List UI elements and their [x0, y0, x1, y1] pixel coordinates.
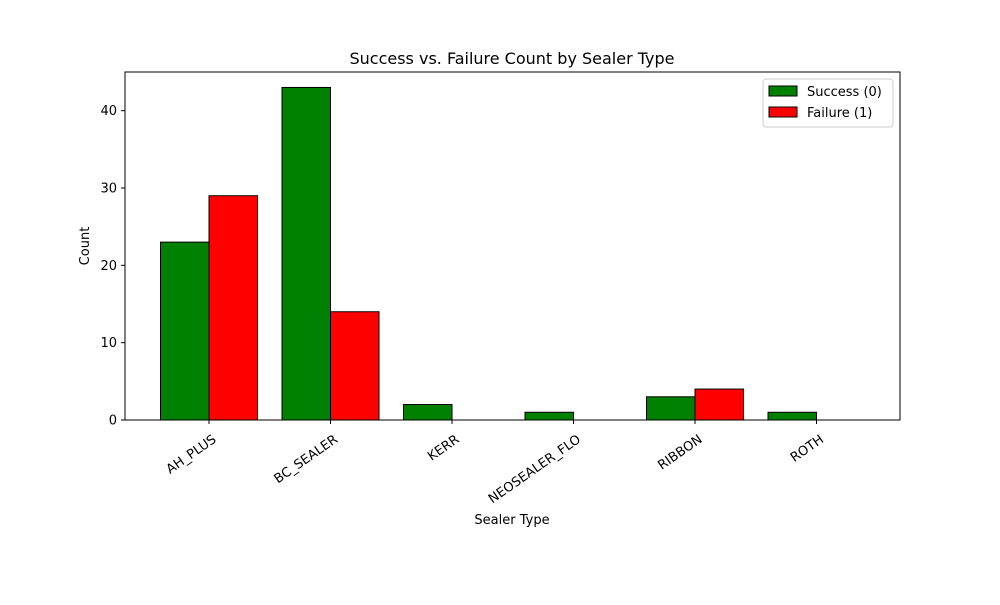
bar-success-roth — [767, 411, 817, 421]
y-tick-label: 0 — [109, 414, 117, 429]
x-axis-label: Sealer Type — [474, 513, 549, 528]
legend-swatch-success — [768, 85, 798, 97]
legend-label-failure: Failure (1) — [807, 106, 872, 121]
legend-label-success: Success (0) — [807, 85, 882, 100]
y-tick-label: 20 — [100, 259, 117, 274]
bar-failure-ribbon — [694, 388, 744, 421]
y-axis-label: Count — [78, 227, 93, 266]
bar-failure-bc-sealer — [330, 311, 380, 421]
y-axis: 0 10 20 30 40 — [100, 104, 125, 429]
plot-frame — [124, 71, 901, 421]
bar-success-ah-plus — [160, 241, 210, 421]
bar-success-kerr — [403, 404, 453, 421]
bars-group — [160, 86, 817, 421]
bar-failure-ah-plus — [208, 195, 258, 421]
bar-success-ribbon — [646, 396, 696, 421]
legend: Success (0) Failure (1) — [762, 78, 894, 128]
chart-title: Success vs. Failure Count by Sealer Type — [349, 49, 674, 68]
legend-swatch-failure — [768, 106, 798, 118]
bar-success-bc-sealer — [281, 86, 331, 421]
y-tick-label: 40 — [100, 104, 117, 119]
y-tick-label: 10 — [100, 336, 117, 351]
bar-success-neosealer-flo — [524, 411, 574, 421]
y-tick-label: 30 — [100, 182, 117, 197]
